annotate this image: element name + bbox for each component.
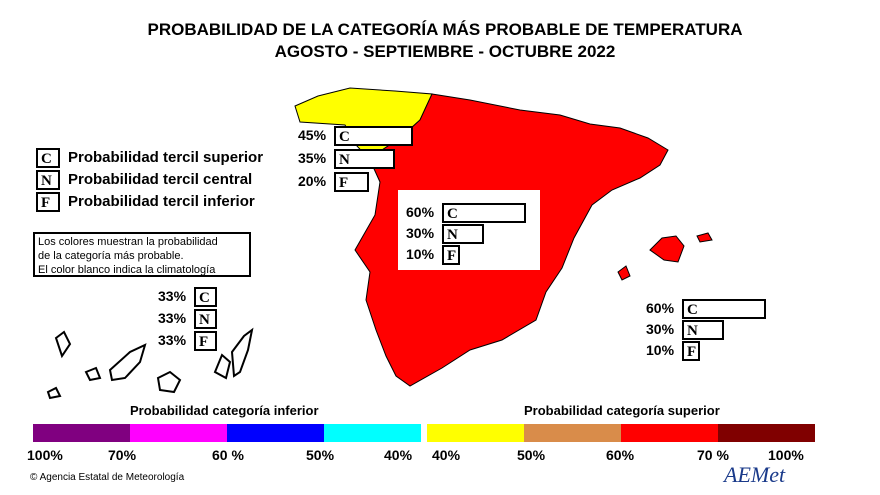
title-line2: AGOSTO - SEPTIEMBRE - OCTUBRE 2022 — [274, 42, 616, 61]
scale-label: 60% — [606, 447, 635, 463]
island-ibiza — [617, 265, 631, 281]
note-line: El color blanco indica la climatología — [38, 264, 216, 276]
scale-label: 100% — [27, 447, 63, 463]
scale-inferior-title: Probabilidad categoría inferior — [130, 403, 319, 418]
probability-pct: 33% — [158, 332, 187, 348]
probability-pct: 33% — [158, 310, 187, 326]
legend-box-n: N — [36, 170, 60, 190]
probability-pct: 10% — [646, 342, 675, 358]
scale-label: 100% — [768, 447, 804, 463]
probability-bar-n: N — [442, 224, 484, 244]
credit: © Agencia Estatal de Meteorología — [30, 472, 185, 483]
scale-label: 40% — [432, 447, 461, 463]
island-menorca — [696, 232, 713, 243]
legend-label: Probabilidad tercil inferior — [68, 193, 255, 210]
probability-bar-f: F — [194, 331, 218, 351]
canary-islands — [46, 327, 254, 400]
probability-bar-c: C — [442, 203, 526, 223]
legend-box-c: C — [36, 148, 60, 168]
scale-superior-title: Probabilidad categoría superior — [524, 403, 720, 418]
note-line: de la categoría más probable. — [38, 250, 184, 262]
probability-bar-f: F — [442, 245, 460, 265]
probability-bar-f: F — [334, 172, 369, 192]
probability-pct: 30% — [406, 225, 435, 241]
probability-bar-c: C — [194, 287, 218, 307]
scale-segment — [33, 424, 130, 442]
aemet-logo: AEMet — [724, 462, 786, 487]
island-mallorca — [649, 235, 685, 263]
scale-label: 70% — [108, 447, 137, 463]
legend-note: Los colores muestran la probabilidad de … — [33, 232, 251, 277]
note-line: Los colores muestran la probabilidad — [38, 236, 218, 248]
scale-label: 40% — [384, 447, 413, 463]
probability-pct: 20% — [298, 173, 327, 189]
legend-label: Probabilidad tercil central — [68, 171, 253, 188]
probability-bar-c: C — [682, 299, 766, 319]
scale-segment — [718, 424, 815, 442]
scale-label: 60 % — [212, 447, 244, 463]
probability-pct: 60% — [646, 300, 675, 316]
scale-segment — [524, 424, 621, 442]
probability-pct: 30% — [646, 321, 675, 337]
scale-label: 70 % — [697, 447, 729, 463]
scale-segment — [324, 424, 421, 442]
probability-bar-n: N — [194, 309, 218, 329]
probability-bar-n: N — [334, 149, 396, 169]
probability-pct: 35% — [298, 150, 327, 166]
probability-pct: 10% — [406, 246, 435, 262]
scale-label: 50% — [306, 447, 335, 463]
probability-bar-n: N — [682, 320, 724, 340]
probability-bar-f: F — [682, 341, 700, 361]
legend-label: Probabilidad tercil superior — [68, 149, 264, 166]
scale-segment — [427, 424, 524, 442]
probability-pct: 33% — [158, 288, 187, 304]
scale-segment — [621, 424, 718, 442]
title-line1: PROBABILIDAD DE LA CATEGORÍA MÁS PROBABL… — [147, 20, 743, 39]
legend-box-f: F — [36, 192, 60, 212]
scale-label: 50% — [517, 447, 546, 463]
probability-pct: 45% — [298, 127, 327, 143]
scale-segment — [227, 424, 324, 442]
probability-bar-c: C — [334, 126, 413, 146]
scale-segment — [130, 424, 227, 442]
probability-pct: 60% — [406, 204, 435, 220]
